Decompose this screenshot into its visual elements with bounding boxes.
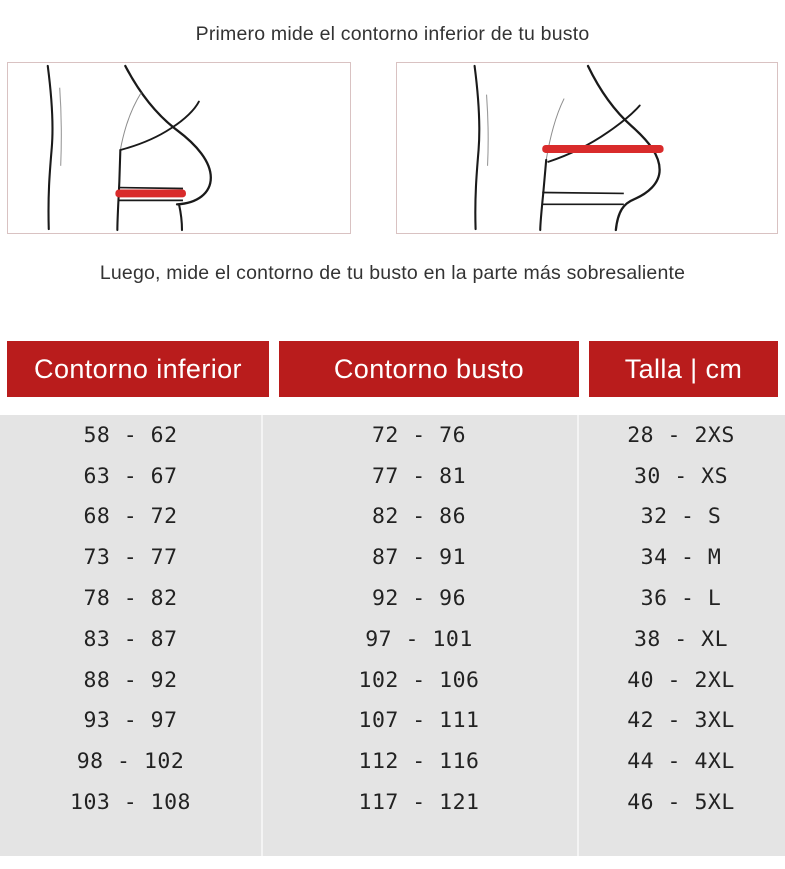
column-divider-1 bbox=[261, 415, 263, 856]
cell-bust: 102 - 106 bbox=[358, 667, 480, 693]
table-row: 73 - 77 87 - 91 34 - M bbox=[0, 537, 785, 578]
bra-cup-line bbox=[547, 104, 641, 163]
cell-underbust: 93 - 97 bbox=[83, 708, 178, 734]
cell-underbust: 98 - 102 bbox=[76, 749, 185, 775]
table-row: 68 - 72 82 - 86 32 - S bbox=[0, 497, 785, 538]
cell-size: 44 - 4XL bbox=[627, 749, 735, 775]
column-divider-2 bbox=[577, 415, 579, 856]
back-torso-outline bbox=[46, 64, 54, 231]
cell-underbust: 73 - 77 bbox=[83, 545, 178, 571]
cell-size: 38 - XL bbox=[633, 626, 729, 652]
underbust-measure-diagram bbox=[7, 62, 351, 234]
cell-underbust: 63 - 67 bbox=[83, 463, 178, 489]
cell-bust: 107 - 111 bbox=[358, 708, 480, 734]
table-row: 58 - 62 72 - 76 28 - 2XS bbox=[0, 415, 785, 456]
cell-underbust: 58 - 62 bbox=[83, 422, 178, 448]
cell-underbust: 88 - 92 bbox=[83, 667, 178, 693]
cell-bust: 112 - 116 bbox=[358, 749, 480, 775]
cell-size: 30 - XS bbox=[633, 463, 729, 489]
front-torso-outline bbox=[116, 148, 184, 232]
instruction-step-2: Luego, mide el contorno de tu busto en l… bbox=[99, 262, 686, 284]
instruction-step-1: Primero mide el contorno inferior de tu … bbox=[195, 23, 590, 45]
measuring-tape-band bbox=[542, 145, 664, 153]
bra-strap-line bbox=[545, 98, 565, 160]
cell-underbust: 83 - 87 bbox=[83, 626, 178, 652]
cell-underbust: 68 - 72 bbox=[83, 504, 178, 530]
column-header-contorno-inferior: Contorno inferior bbox=[7, 341, 269, 397]
cell-bust: 92 - 96 bbox=[371, 586, 467, 612]
front-torso-outline bbox=[539, 158, 548, 232]
table-row: 63 - 67 77 - 81 30 - XS bbox=[0, 456, 785, 497]
column-header-contorno-busto: Contorno busto bbox=[279, 341, 579, 397]
underbust-diagram-svg bbox=[46, 64, 212, 232]
table-row: 98 - 102 112 - 116 44 - 4XL bbox=[0, 741, 785, 782]
front-bust-outline bbox=[586, 64, 661, 232]
fullbust-diagram-svg bbox=[473, 64, 664, 232]
back-inner-line bbox=[485, 94, 489, 166]
band-guide-line bbox=[542, 191, 624, 206]
table-row: 93 - 97 107 - 111 42 - 3XL bbox=[0, 701, 785, 742]
table-row: 103 - 108 117 - 121 46 - 5XL bbox=[0, 782, 785, 823]
table-row: 88 - 92 102 - 106 40 - 2XL bbox=[0, 660, 785, 701]
cell-bust: 72 - 76 bbox=[371, 422, 467, 448]
back-inner-line bbox=[59, 87, 62, 166]
cell-bust: 117 - 121 bbox=[358, 790, 480, 816]
size-table-header: Contorno inferior Contorno busto Talla |… bbox=[7, 341, 778, 397]
back-torso-outline bbox=[473, 64, 481, 231]
fullbust-measure-diagram bbox=[396, 62, 778, 234]
cell-bust: 87 - 91 bbox=[371, 545, 467, 571]
front-bust-outline bbox=[124, 64, 212, 206]
bra-strap-line bbox=[119, 92, 142, 151]
measuring-tape-band bbox=[115, 189, 186, 198]
band-guide-line bbox=[118, 186, 183, 202]
table-row: 78 - 82 92 - 96 36 - L bbox=[0, 578, 785, 619]
cell-bust: 82 - 86 bbox=[371, 504, 467, 530]
cell-size: 36 - L bbox=[640, 586, 722, 612]
cell-underbust: 103 - 108 bbox=[70, 790, 191, 816]
cell-underbust: 78 - 82 bbox=[83, 586, 178, 612]
cell-size: 28 - 2XS bbox=[627, 422, 735, 448]
cell-size: 42 - 3XL bbox=[627, 708, 735, 734]
cell-size: 46 - 5XL bbox=[627, 790, 735, 816]
bra-cup-line bbox=[119, 100, 200, 151]
cell-bust: 97 - 101 bbox=[365, 626, 473, 652]
cell-size: 34 - M bbox=[640, 545, 722, 571]
cell-bust: 77 - 81 bbox=[371, 463, 467, 489]
table-row: 83 - 87 97 - 101 38 - XL bbox=[0, 619, 785, 660]
cell-size: 32 - S bbox=[640, 504, 722, 530]
size-table-body: 58 - 62 72 - 76 28 - 2XS 63 - 67 77 - 81… bbox=[0, 415, 785, 856]
column-header-talla-cm: Talla | cm bbox=[589, 341, 778, 397]
cell-size: 40 - 2XL bbox=[627, 667, 735, 693]
